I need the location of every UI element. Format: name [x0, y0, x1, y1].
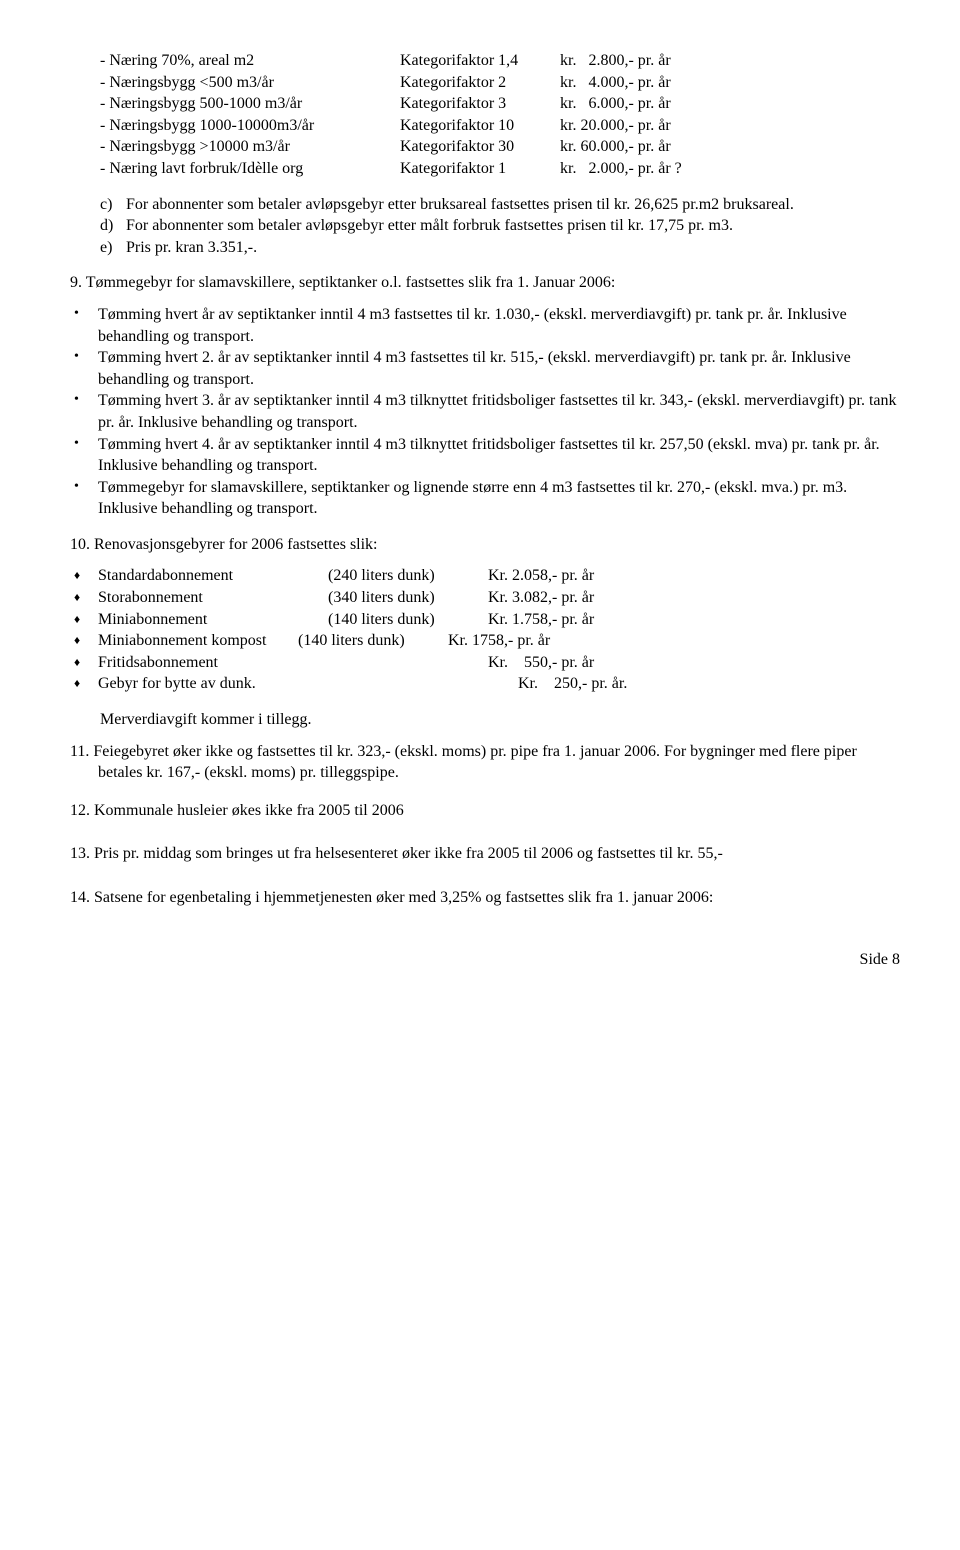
item-letter: d) — [100, 215, 126, 237]
diamond-icon: ♦ — [74, 630, 98, 652]
cell-price: Kr. 250,- pr. år. — [518, 673, 627, 695]
bullet-text: Tømming hvert 3. år av septiktanker innt… — [98, 390, 900, 433]
diamond-icon: ♦ — [74, 673, 98, 695]
diamond-icon: ♦ — [74, 587, 98, 609]
cell-size: (140 liters dunk) — [328, 609, 488, 631]
section-10-title: 10. Renovasjonsgebyrer for 2006 fastsett… — [70, 534, 900, 556]
cell-price: kr. 4.000,- pr. år — [560, 72, 682, 94]
bullet-icon: • — [74, 390, 98, 433]
cell-name: Storabonnement — [98, 587, 328, 609]
item-letter: c) — [100, 194, 126, 216]
mva-note: Merverdiavgift kommer i tillegg. — [100, 709, 900, 731]
section-9-title: 9. Tømmegebyr for slamavskillere, septik… — [70, 272, 900, 294]
table-row: - Næringsbygg 1000-10000m3/år Kategorifa… — [100, 115, 682, 137]
section-12: 12. Kommunale husleier økes ikke fra 200… — [70, 800, 900, 822]
cell-factor: Kategorifaktor 30 — [400, 136, 560, 158]
cell-name: - Næringsbygg >10000 m3/år — [100, 136, 400, 158]
cell-name: - Næring lavt forbruk/Idèlle org — [100, 158, 400, 180]
renovation-fees-list: ♦ Standardabonnement (240 liters dunk) K… — [74, 565, 900, 695]
list-item: c) For abonnenter som betaler avløpsgeby… — [100, 194, 900, 216]
cell-name: Fritidsabonnement — [98, 652, 488, 674]
cell-price: Kr. 1758,- pr. år — [448, 630, 550, 652]
diamond-icon: ♦ — [74, 609, 98, 631]
item-text: For abonnenter som betaler avløpsgebyr e… — [126, 215, 733, 237]
page-footer: Side 8 — [70, 949, 900, 971]
cell-factor: Kategorifaktor 3 — [400, 93, 560, 115]
cell-name: - Næringsbygg <500 m3/år — [100, 72, 400, 94]
list-item: ♦ Fritidsabonnement Kr. 550,- pr. år — [74, 652, 900, 674]
list-item: e) Pris pr. kran 3.351,-. — [100, 237, 900, 259]
cell-factor: Kategorifaktor 1,4 — [400, 50, 560, 72]
table-row: - Næringsbygg <500 m3/år Kategorifaktor … — [100, 72, 682, 94]
bullet-text: Tømmegebyr for slamavskillere, septiktan… — [98, 477, 900, 520]
bullet-item: •Tømming hvert 2. år av septiktanker inn… — [74, 347, 900, 390]
bullet-icon: • — [74, 434, 98, 477]
cell-size: (240 liters dunk) — [328, 565, 488, 587]
bullet-icon: • — [74, 347, 98, 390]
cell-factor: Kategorifaktor 1 — [400, 158, 560, 180]
list-item: d) For abonnenter som betaler avløpsgeby… — [100, 215, 900, 237]
item-text: Pris pr. kran 3.351,-. — [126, 237, 257, 259]
bullet-icon: • — [74, 477, 98, 520]
item-letter: e) — [100, 237, 126, 259]
cell-name: - Næring 70%, areal m2 — [100, 50, 400, 72]
cell-price: kr. 60.000,- pr. år — [560, 136, 682, 158]
bullet-item: •Tømming hvert år av septiktanker inntil… — [74, 304, 900, 347]
section-13: 13. Pris pr. middag som bringes ut fra h… — [70, 843, 900, 865]
table-row: - Næringsbygg >10000 m3/år Kategorifakto… — [100, 136, 682, 158]
bullet-icon: • — [74, 304, 98, 347]
category-factor-table: - Næring 70%, areal m2 Kategorifaktor 1,… — [100, 50, 682, 180]
cell-price: kr. 2.000,- pr. år ? — [560, 158, 682, 180]
table-row: - Næring lavt forbruk/Idèlle org Kategor… — [100, 158, 682, 180]
list-item: ♦ Miniabonnement kompost (140 liters dun… — [74, 630, 900, 652]
diamond-icon: ♦ — [74, 652, 98, 674]
table-row: - Næring 70%, areal m2 Kategorifaktor 1,… — [100, 50, 682, 72]
bullet-item: •Tømming hvert 4. år av septiktanker inn… — [74, 434, 900, 477]
cell-price: Kr. 1.758,- pr. år — [488, 609, 594, 631]
section-11: 11. Feiegebyret øker ikke og fastsettes … — [70, 741, 900, 784]
lettered-list: c) For abonnenter som betaler avløpsgeby… — [100, 194, 900, 259]
section-9-bullets: •Tømming hvert år av septiktanker inntil… — [74, 304, 900, 520]
cell-name: - Næringsbygg 1000-10000m3/år — [100, 115, 400, 137]
cell-price: kr. 2.800,- pr. år — [560, 50, 682, 72]
bullet-text: Tømming hvert 4. år av septiktanker innt… — [98, 434, 900, 477]
section-14: 14. Satsene for egenbetaling i hjemmetje… — [70, 887, 900, 909]
bullet-text: Tømming hvert 2. år av septiktanker innt… — [98, 347, 900, 390]
list-item: ♦ Gebyr for bytte av dunk. Kr. 250,- pr.… — [74, 673, 900, 695]
item-text: For abonnenter som betaler avløpsgebyr e… — [126, 194, 794, 216]
cell-price: Kr. 2.058,- pr. år — [488, 565, 594, 587]
bullet-item: •Tømming hvert 3. år av septiktanker inn… — [74, 390, 900, 433]
list-item: ♦ Standardabonnement (240 liters dunk) K… — [74, 565, 900, 587]
diamond-icon: ♦ — [74, 565, 98, 587]
cell-factor: Kategorifaktor 10 — [400, 115, 560, 137]
cell-price: kr. 20.000,- pr. år — [560, 115, 682, 137]
bullet-item: •Tømmegebyr for slamavskillere, septikta… — [74, 477, 900, 520]
cell-name: - Næringsbygg 500-1000 m3/år — [100, 93, 400, 115]
cell-factor: Kategorifaktor 2 — [400, 72, 560, 94]
cell-name: Standardabonnement — [98, 565, 328, 587]
list-item: ♦ Miniabonnement (140 liters dunk) Kr. 1… — [74, 609, 900, 631]
table-row: - Næringsbygg 500-1000 m3/år Kategorifak… — [100, 93, 682, 115]
cell-name: Gebyr for bytte av dunk. — [98, 673, 518, 695]
cell-price: kr. 6.000,- pr. år — [560, 93, 682, 115]
bullet-text: Tømming hvert år av septiktanker inntil … — [98, 304, 900, 347]
cell-name: Miniabonnement kompost — [98, 630, 298, 652]
cell-name: Miniabonnement — [98, 609, 328, 631]
cell-price: Kr. 550,- pr. år — [488, 652, 594, 674]
cell-price: Kr. 3.082,- pr. år — [488, 587, 594, 609]
cell-size: (340 liters dunk) — [328, 587, 488, 609]
cell-size: (140 liters dunk) — [298, 630, 448, 652]
list-item: ♦ Storabonnement (340 liters dunk) Kr. 3… — [74, 587, 900, 609]
